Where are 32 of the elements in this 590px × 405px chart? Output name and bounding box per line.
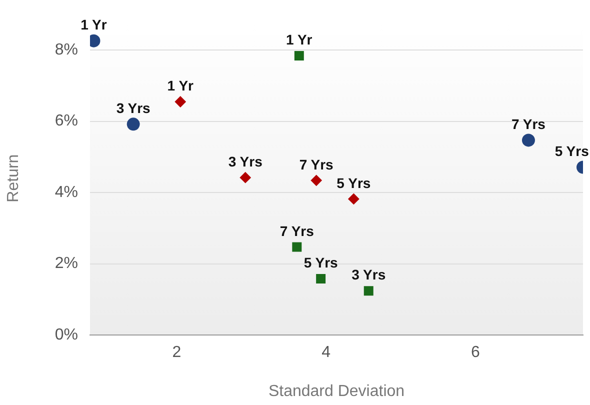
x-tick-label: 6 — [470, 344, 480, 362]
y-tick-label: 4% — [54, 184, 78, 201]
x-tick-label: 2 — [172, 344, 182, 362]
point — [316, 274, 326, 284]
annotation: 7 Yrs — [511, 116, 546, 132]
annotation: 3 Yrs — [116, 100, 151, 116]
point — [348, 193, 360, 204]
point — [292, 242, 302, 252]
annotation: 7 Yrs — [280, 222, 314, 239]
annotation: 5 Yrs — [336, 174, 371, 191]
point — [522, 134, 535, 147]
point — [364, 286, 374, 296]
y-tick-label: 2% — [54, 255, 78, 272]
x-tick-label: 4 — [322, 344, 331, 362]
annotation: 5 Yrs — [554, 143, 590, 160]
y-tick-label: 0% — [54, 326, 78, 344]
x-axis-title: Standard Deviation — [268, 382, 405, 400]
point — [126, 118, 140, 131]
annotation: 1 Yr — [80, 16, 108, 33]
point — [174, 96, 186, 108]
annotation: 1 Yr — [286, 32, 313, 48]
point — [310, 174, 322, 186]
point — [240, 172, 251, 184]
point — [294, 51, 304, 61]
annotation: 3 Yrs — [352, 266, 386, 283]
y-axis-title: Return — [5, 154, 22, 202]
annotation: 7 Yrs — [299, 156, 334, 172]
annotation: 1 Yr — [167, 78, 194, 94]
annotation: 3 Yrs — [228, 153, 263, 170]
y-tick-label: 6% — [54, 112, 78, 130]
y-tick-label: 8% — [54, 41, 78, 58]
annotation: 5 Yrs — [304, 254, 338, 271]
